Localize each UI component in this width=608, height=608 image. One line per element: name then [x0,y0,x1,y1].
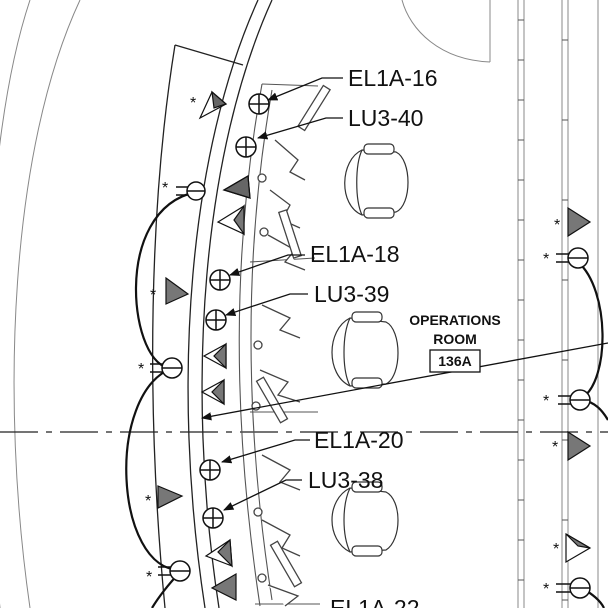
data-outlet-10 [567,206,592,238]
receptacle-6 [202,507,224,529]
receptacle-1 [248,93,270,115]
asterisk-4: * [138,361,144,378]
junction-boxes [150,181,591,599]
chair-1 [344,143,409,219]
data-outlets [157,90,592,601]
junction-box-4 [567,247,589,269]
receptacle-2 [235,136,257,158]
receptacle-5 [199,459,221,481]
chairs [331,143,409,557]
receptacle-4 [205,309,227,331]
monitor-arms [251,84,332,607]
data-outlet-3 [216,204,245,236]
leader-lines [200,77,608,511]
workstation-desks [238,83,320,607]
data-outlet-1 [198,90,228,120]
data-outlet-5 [202,342,227,370]
junction-box-3 [169,560,191,582]
asterisk-6: * [146,569,152,586]
data-outlet-7 [157,485,184,509]
junction-box-5 [569,389,591,411]
asterisk-9: * [543,393,549,410]
callout-el1a-20: EL1A-20 [314,427,404,453]
wall-ticks [518,19,568,601]
chair-3 [331,481,399,557]
asterisk-2: * [162,180,168,197]
receptacle-3 [209,269,231,291]
asterisk-10: * [552,439,558,456]
junction-box-1 [186,181,206,201]
asterisk-8: * [543,251,549,268]
room-number-box [429,349,481,373]
data-outlet-11 [567,430,592,462]
data-outlet-12 [565,532,592,564]
callout-lu3-39: LU3-39 [314,281,389,307]
room-tag: OPERATIONS ROOM 136A [409,312,501,373]
asterisk-markers: * * * * * * * * * * * * [138,95,560,598]
asterisk-3: * [150,287,156,304]
data-outlet-8 [204,538,233,568]
data-outlet-6 [200,378,225,406]
room-name-line2: ROOM [433,331,477,347]
asterisk-11: * [553,541,559,558]
asterisk-7: * [554,217,560,234]
data-outlet-2 [222,175,251,199]
receptacles [199,93,270,529]
junction-box-6 [569,577,591,599]
junction-box-2 [161,357,183,379]
asterisk-12: * [543,581,549,598]
callout-labels: EL1A-16 LU3-40 EL1A-18 LU3-39 EL1A-20 LU… [308,65,438,608]
callout-lu3-40: LU3-40 [348,105,423,131]
callout-el1a-22: EL1A-22 [330,595,420,608]
room-number: 136A [438,353,471,369]
asterisk-5: * [145,493,151,510]
callout-el1a-18: EL1A-18 [310,241,400,267]
data-outlet-4 [165,276,190,305]
room-name-line1: OPERATIONS [409,312,501,328]
data-outlet-9 [210,572,237,601]
callout-el1a-16: EL1A-16 [348,65,438,91]
chair-2 [331,311,399,389]
callout-lu3-38: LU3-38 [308,467,383,493]
asterisk-1: * [190,95,196,112]
